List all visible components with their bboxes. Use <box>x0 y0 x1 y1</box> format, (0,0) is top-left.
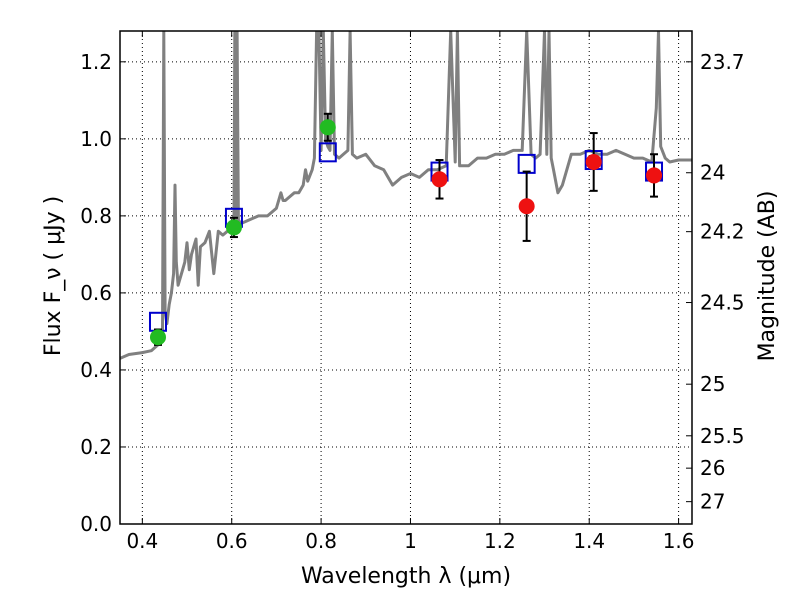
x-axis-title: Wavelength λ (μm) <box>301 564 511 589</box>
y-tick-label: 0.4 <box>80 358 112 382</box>
nir-data-point <box>431 171 448 188</box>
y-tick-label: 0.6 <box>80 281 112 305</box>
y2-tick-label: 25 <box>700 372 725 396</box>
x-tick-label: 0.8 <box>305 529 337 553</box>
x-tick-label: 1.6 <box>663 529 695 553</box>
model-band-square <box>517 153 536 174</box>
y2-axis-title: Magnitude (AB) <box>755 191 780 362</box>
y2-tick-label: 23.7 <box>700 50 745 74</box>
optical-data-point <box>225 219 242 236</box>
optical-data-point <box>149 329 166 346</box>
y-tick-label: 0.8 <box>80 204 112 228</box>
x-tick-label: 1.2 <box>484 529 516 553</box>
nir-data-point <box>646 167 663 184</box>
x-tick-label: 1 <box>404 529 417 553</box>
optical-data-point <box>319 119 336 136</box>
y-tick-label: 1.2 <box>80 50 112 74</box>
tick-labels: 0.4 0.6 0.8 1 1.2 1.4 1.6 0.0 0.2 0.4 0.6 0.8 1.0 1.2… <box>80 50 744 553</box>
model-spectrum-layer <box>120 31 692 360</box>
y-tick-label: 0.2 <box>80 435 112 459</box>
x-tick-label: 0.6 <box>216 529 248 553</box>
y2-tick-label: 27 <box>700 490 725 514</box>
model-spectrum-line <box>120 31 692 360</box>
axis-ticks <box>120 31 692 525</box>
nir-data-point <box>585 153 602 170</box>
y-tick-label: 0.0 <box>80 512 112 536</box>
data-points-layer <box>148 112 664 346</box>
y-axis-title: Flux F_ν ( μJy ) <box>41 196 66 356</box>
plot-frame <box>119 30 693 525</box>
x-tick-label: 1.4 <box>573 529 605 553</box>
y2-tick-label: 25.5 <box>700 424 745 448</box>
nir-data-point <box>518 198 535 215</box>
y2-tick-label: 24 <box>700 161 725 185</box>
y2-tick-label: 24.2 <box>700 220 745 244</box>
x-tick-label: 0.4 <box>126 529 158 553</box>
y-tick-label: 1.0 <box>80 127 112 151</box>
y2-tick-label: 26 <box>700 456 725 480</box>
model-band-square <box>318 142 337 163</box>
grid-lines <box>120 31 692 525</box>
y2-tick-label: 24.5 <box>700 291 745 315</box>
